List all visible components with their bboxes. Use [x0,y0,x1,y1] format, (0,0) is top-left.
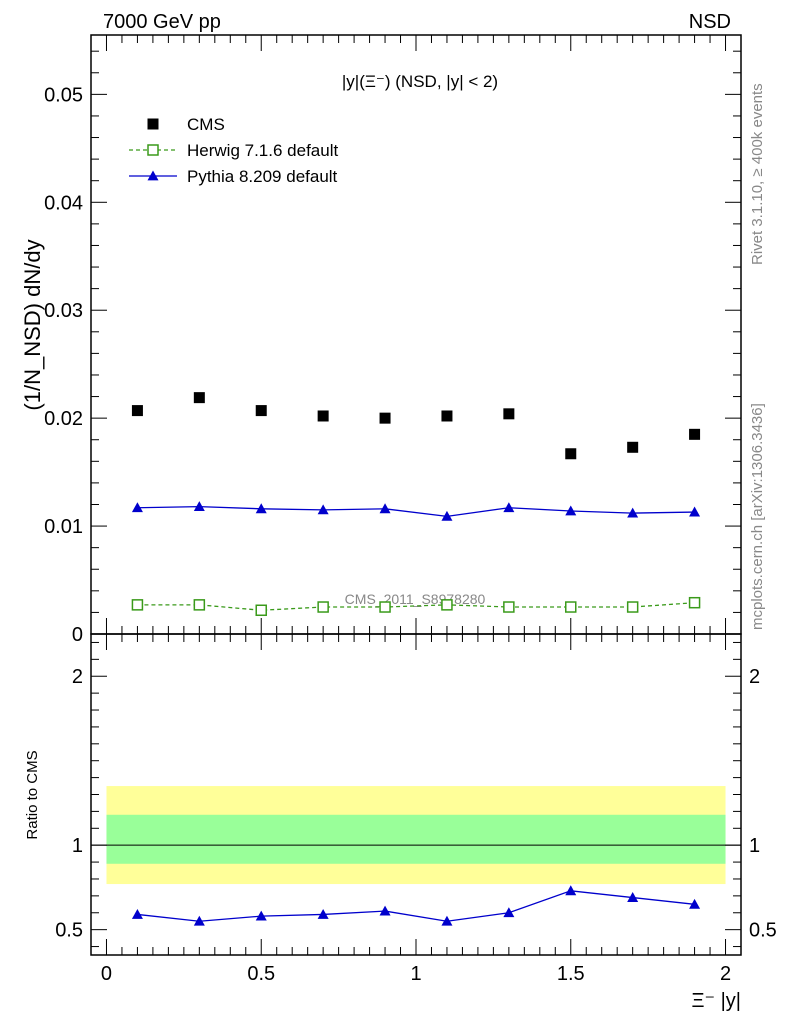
legend-pythia-marker [147,170,159,181]
cms-point [379,412,391,424]
cms-point [317,410,329,422]
ratio-pythia-point [317,908,329,919]
ratio-y-tick-label-right: 1 [749,835,760,857]
herwig-point [131,599,144,611]
plot-title: |y|(Ξ⁻) (NSD, |y| < 2) [342,72,498,91]
herwig-point [193,599,206,611]
mcplots-label: mcplots.cern.ch [arXiv:1306.3436] [749,403,766,630]
pythia-point [441,510,453,521]
ratio-pythia-point [565,885,577,896]
ratio-pythia-point [441,915,453,926]
uncertainty-band-inner [106,814,726,864]
y-tick-label: 0.03 [44,300,83,322]
ratio-y-tick-label: 1 [72,835,83,857]
legend-entry: CMS [187,115,225,134]
y-tick-label: 0.05 [44,84,83,106]
ratio-y-axis-label: Ratio to CMS [24,750,41,839]
ratio-y-tick-label-right: 2 [749,666,760,688]
x-tick-label: 2 [720,963,731,985]
pythia-line [137,505,695,518]
legend-herwig-marker [147,144,159,156]
y-tick-label: 0 [72,624,83,646]
x-tick-label: 1.5 [557,963,585,985]
main-y-axis-label: (1/N_NSD) dN/dy [20,239,45,410]
legend-cms-marker [147,118,159,130]
pythia-point [627,507,639,518]
pythia-point [317,504,329,515]
y-tick-label: 0.04 [44,192,83,214]
rivet-label: Rivet 3.1.10, ≥ 400k events [749,83,766,265]
ratio-pythia-point [379,905,391,916]
cms-point [689,428,701,440]
pythia-point [379,503,391,514]
ratio-y-tick-label-right: 0.5 [749,920,777,942]
herwig-point [441,599,453,611]
cms-point [131,405,143,417]
pythia-point [193,501,205,512]
ratio-pythia-point [255,910,267,921]
cms-point [255,405,267,417]
pythia-point [503,502,515,513]
ratio-y-tick-label: 0.5 [55,920,83,942]
pythia-point [131,502,143,513]
ratio-pythia-point [627,892,639,902]
legend: CMS Herwig 7.1.6 default Pythia 8.209 defa… [129,115,338,186]
ratio-y-tick-label: 2 [72,666,83,688]
energy-label: 7000 GeV pp [103,11,221,33]
cms-point [565,448,577,460]
pythia-point [689,506,701,517]
x-tick-label: 1 [410,963,421,985]
x-tick-label: 0 [101,963,112,985]
cms-point [193,392,205,404]
pythia-point [255,503,267,514]
ratio-panel: 0.5 0.5 1 1 2 2 0 0.5 1 1.5 2 Ratio to CMS Ξ⁻ |y| [24,633,777,1012]
y-tick-label: 0.02 [44,408,83,430]
herwig-point [379,601,391,613]
ratio-pythia-point [193,915,205,926]
herwig-point [255,604,267,617]
herwig-point [317,601,329,613]
y-tick-label: 0.01 [44,516,83,538]
herwig-line [137,602,695,611]
herwig-point [565,601,577,613]
ratio-pythia-point [503,907,515,918]
pythia-point [565,505,577,516]
ratio-pythia-point [689,898,701,909]
cms-point [503,408,515,420]
herwig-point [688,596,701,609]
process-label: NSD [689,11,731,33]
legend-entry: Herwig 7.1.6 default [187,141,338,160]
herwig-point [626,601,639,613]
x-axis-label: Ξ⁻ |y| [691,990,741,1012]
main-panel: 0 0.01 0.02 0.03 0.04 0.05 (1/N_NSD) dN/dy |y|(… [20,34,742,646]
ratio-pythia-line [137,890,695,922]
legend-entry: Pythia 8.209 default [187,167,338,186]
ratio-pythia-point [131,908,143,919]
cms-point [627,441,639,453]
analysis-watermark: CMS_2011_S8978280 [345,591,486,607]
herwig-point [503,601,515,613]
cms-point [441,410,453,422]
x-tick-label: 0.5 [247,963,275,985]
